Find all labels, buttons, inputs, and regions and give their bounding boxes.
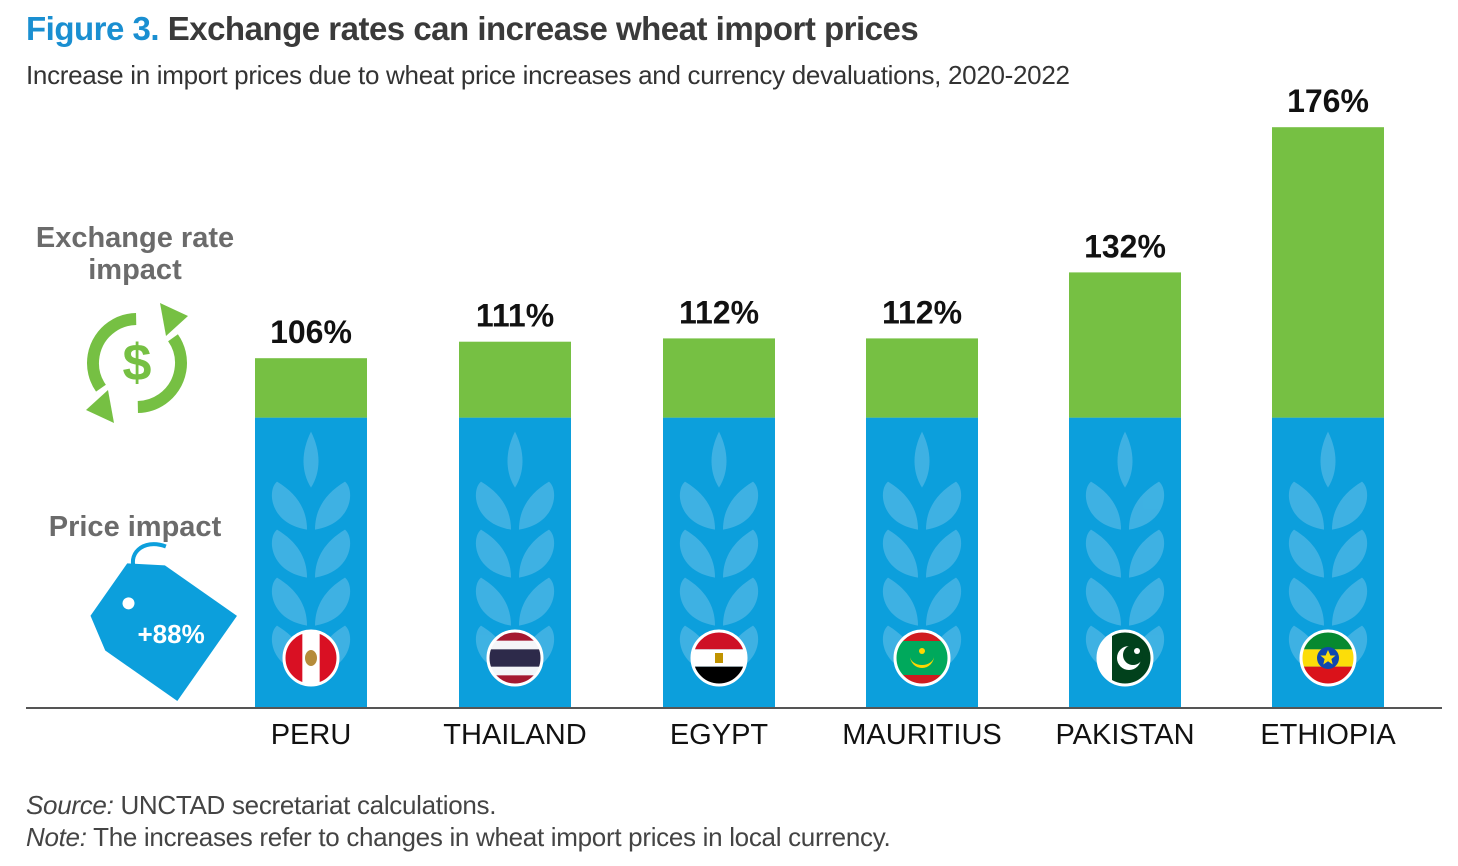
currency-exchange-icon: $ <box>86 303 188 423</box>
bar-total-label: 106% <box>270 314 352 350</box>
x-tick-label: THAILAND <box>443 719 586 751</box>
footnote: Note: The increases refer to changes in … <box>26 822 891 853</box>
bar-exchange-rate-impact <box>663 338 775 418</box>
title-text: Exchange rates can increase wheat import… <box>167 10 919 47</box>
mauritania-flag <box>893 629 951 687</box>
bar-exchange-rate-impact <box>1272 127 1384 418</box>
source-text: UNCTAD secretariat calculations. <box>113 790 497 820</box>
x-tick-label: PERU <box>271 719 352 751</box>
bar-exchange-rate-impact <box>1069 272 1181 418</box>
chart-title: Figure 3. Exchange rates can increase wh… <box>26 10 919 48</box>
bar-exchange-rate-impact <box>459 341 571 418</box>
x-tick-label: ETHIOPIA <box>1260 719 1396 751</box>
figure-label: Figure 3. <box>26 10 160 47</box>
egypt-flag <box>690 629 748 687</box>
x-tick-label: PAKISTAN <box>1055 719 1194 751</box>
source-note: Source: UNCTAD secretariat calculations. <box>26 790 496 821</box>
wheat-icon <box>679 431 759 674</box>
legend-exchange-rate-label: Exchange rate impact <box>35 222 235 286</box>
peru-flag <box>282 629 340 687</box>
bar-exchange-rate-impact <box>866 338 978 418</box>
bar-exchange-rate-impact <box>255 358 367 418</box>
bar-total-label: 112% <box>882 294 962 330</box>
price-tag-icon: +88% <box>90 542 237 702</box>
chart-subtitle: Increase in import prices due to wheat p… <box>26 60 1070 90</box>
x-tick-label: EGYPT <box>670 719 769 751</box>
wheat-icon <box>271 431 351 674</box>
thailand-flag <box>486 629 544 687</box>
note-label: Note: <box>26 822 87 852</box>
ethiopia-flag <box>1299 629 1357 687</box>
svg-text:$: $ <box>123 334 152 392</box>
pakistan-flag <box>1096 629 1154 687</box>
x-tick-label: MAURITIUS <box>842 719 1002 751</box>
bar-total-label: 112% <box>679 294 759 330</box>
bar-total-label: 111% <box>476 298 554 334</box>
note-text: The increases refer to changes in wheat … <box>86 822 891 852</box>
legend-price-label: Price impact <box>48 511 222 543</box>
bar-total-label: 132% <box>1084 228 1166 264</box>
source-label: Source: <box>26 790 114 820</box>
bar-total-label: 176% <box>1287 83 1369 119</box>
price-tag-label: +88% <box>137 619 204 649</box>
